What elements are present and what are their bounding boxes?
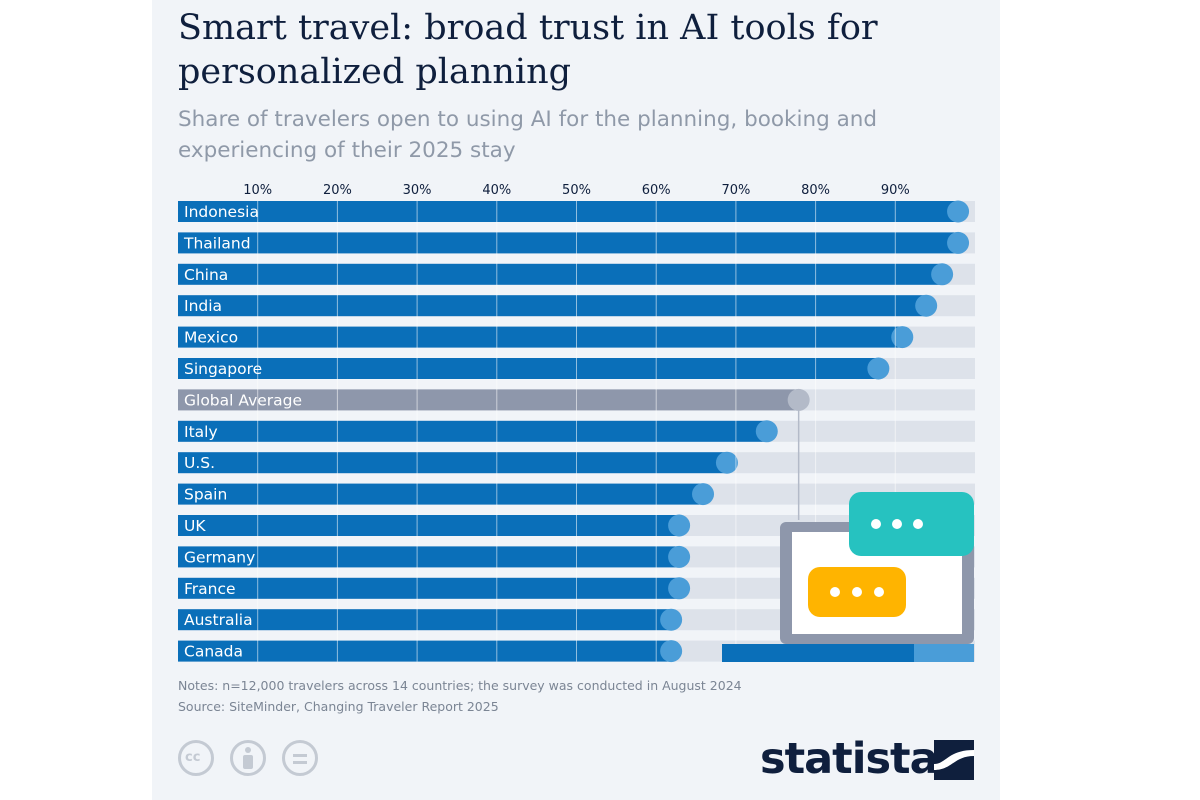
tick-label: 50%: [562, 183, 591, 198]
bar-end-marker: [692, 483, 715, 506]
bar-end-marker: [915, 294, 938, 317]
chat-bubble-icon: [808, 567, 906, 617]
category-label: Italy: [184, 423, 218, 441]
bar-end-marker: [931, 263, 954, 286]
x-axis-ticks: 10% 20% 30% 40% 50% 60% 70% 80% 90%: [243, 183, 910, 198]
bar-end-marker: [787, 388, 810, 411]
category-label: U.S.: [184, 454, 215, 472]
bar: [178, 515, 681, 536]
tick-label: 80%: [801, 183, 830, 198]
category-label: France: [184, 580, 236, 598]
bar: [178, 452, 728, 474]
bar: [178, 295, 928, 317]
bar: [178, 326, 904, 348]
bar: [178, 420, 768, 442]
laptop-chat-illustration: [722, 492, 974, 662]
no-derivatives-icon[interactable]: [282, 740, 318, 776]
bar-end-marker: [668, 514, 691, 537]
category-label: Mexico: [184, 329, 238, 347]
bar-end-marker: [668, 545, 691, 568]
bar-end-marker: [947, 231, 970, 254]
bar: [178, 640, 673, 662]
bar: [178, 358, 880, 379]
statista-mark-icon: [934, 740, 974, 780]
category-label: Germany: [184, 548, 255, 566]
bar-end-marker: [660, 640, 683, 663]
category-label: Indonesia: [184, 203, 259, 221]
category-label: India: [184, 297, 222, 315]
notes-text: Notes: n=12,000 travelers across 14 coun…: [178, 678, 742, 693]
bar-end-marker: [715, 451, 738, 474]
category-label: Australia: [184, 611, 253, 629]
statista-logo[interactable]: statista: [760, 732, 980, 788]
tick-label: 70%: [721, 183, 750, 198]
brand-name: statista: [760, 734, 939, 784]
bar-end-marker: [891, 326, 914, 349]
attribution-icon[interactable]: [230, 740, 266, 776]
bar-end-marker: [755, 420, 778, 443]
category-label: Canada: [184, 643, 243, 661]
tick-label: 30%: [403, 183, 432, 198]
chart-title: Smart travel: broad trust in AI tools fo…: [178, 8, 878, 92]
bar-end-marker: [867, 357, 890, 380]
bar: [178, 609, 673, 631]
chart-subtitle: Share of travelers open to using AI for …: [178, 107, 878, 163]
bar-end-marker: [660, 608, 683, 631]
tick-label: 10%: [243, 183, 272, 198]
tick-label: 60%: [642, 183, 671, 198]
chart-notes: Notes: n=12,000 travelers across 14 coun…: [178, 675, 742, 717]
bar: [178, 232, 960, 254]
source-text: Source: SiteMinder, Changing Traveler Re…: [178, 699, 499, 714]
bar: [178, 577, 681, 599]
cc-icon[interactable]: cc: [178, 740, 214, 776]
category-label: Thailand: [183, 234, 251, 252]
chat-bubble-icon: [849, 492, 974, 556]
category-label: Global Average: [184, 391, 302, 409]
tick-label: 20%: [323, 183, 352, 198]
category-label: Singapore: [184, 360, 262, 378]
bar: [178, 263, 944, 285]
bar-end-marker: [947, 200, 970, 223]
bar: [178, 483, 705, 505]
bar-end-marker: [668, 577, 691, 600]
category-labels: Indonesia Thailand China India Mexico Singapo…: [183, 203, 302, 661]
category-label: China: [184, 266, 228, 284]
tick-label: 40%: [482, 183, 511, 198]
bar: [178, 389, 800, 411]
category-label: Spain: [184, 486, 227, 504]
bar: [178, 546, 681, 568]
bars: [178, 200, 970, 663]
category-label: UK: [184, 517, 206, 535]
bar: [178, 201, 960, 222]
tick-label: 90%: [881, 183, 910, 198]
